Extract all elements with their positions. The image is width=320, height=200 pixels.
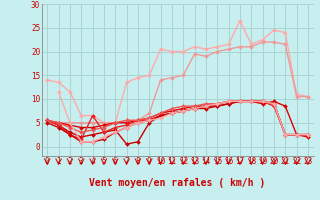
X-axis label: Vent moyen/en rafales ( km/h ): Vent moyen/en rafales ( km/h ) [90,178,266,188]
